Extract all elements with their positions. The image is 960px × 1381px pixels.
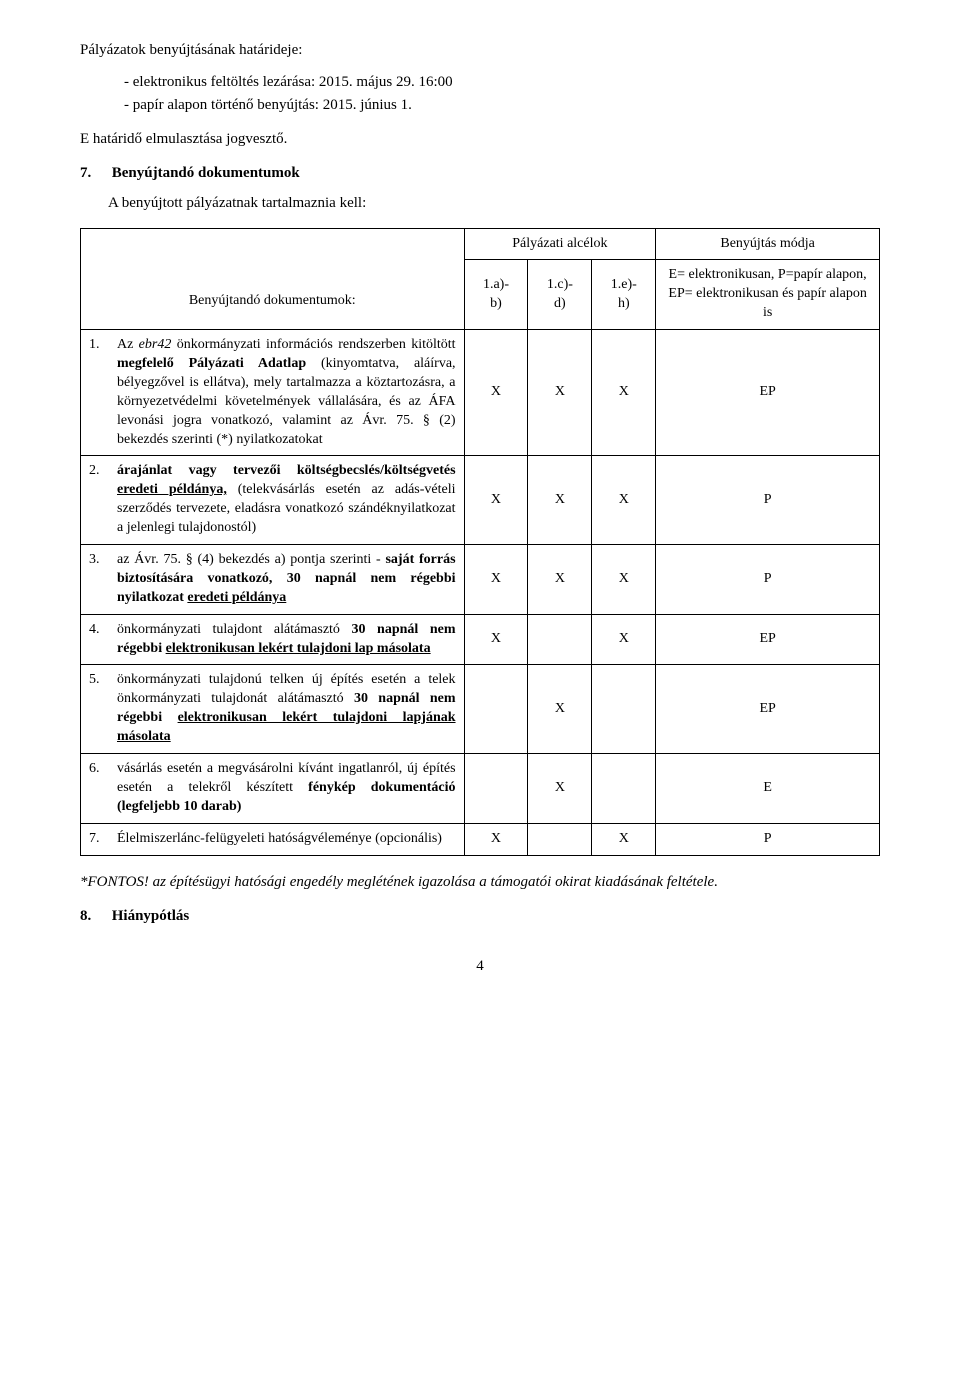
row-1-text-b: önkormányzati információs rendszerben ki… (171, 337, 455, 352)
row-7-desc: 7. Élelmiszerlánc-felügyeleti hatóságvél… (81, 823, 465, 855)
header-mode-desc: E= elektronikusan, P=papír alapon, EP= e… (656, 260, 880, 330)
row-6-desc: 6. vásárlás esetén a megvásárolni kívánt… (81, 753, 465, 823)
header-goals: Pályázati alcélok (464, 228, 656, 260)
documents-table: Benyújtandó dokumentumok: Pályázati alcé… (80, 228, 880, 856)
row-2-desc: 2. árajánlat vagy tervezői költségbecslé… (81, 456, 465, 545)
row-7-c2 (528, 823, 592, 855)
row-5-num: 5. (89, 671, 117, 747)
row-4-c1: X (464, 614, 528, 665)
row-4-num: 4. (89, 621, 117, 659)
deadline-title: Pályázatok benyújtásának határideje: (80, 40, 880, 60)
row-5-c3 (592, 665, 656, 754)
footnote-text: az építésügyi hatósági engedély meglétén… (149, 874, 718, 890)
row-2-mode: P (656, 456, 880, 545)
footnote: *FONTOS! az építésügyi hatósági engedély… (80, 872, 880, 892)
header-col-a: 1.a)- b) (464, 260, 528, 330)
row-4-under: elektronikusan lekért tulajdoni lap máso… (166, 641, 431, 656)
row-2-c1: X (464, 456, 528, 545)
table-row: 3. az Ávr. 75. § (4) bekezdés a) pontja … (81, 544, 880, 614)
table-row: 2. árajánlat vagy tervezői költségbecslé… (81, 456, 880, 545)
row-6-c1 (464, 753, 528, 823)
row-6-num: 6. (89, 760, 117, 817)
page-number: 4 (80, 956, 880, 976)
section-8-num: 8. (80, 906, 108, 926)
row-2-bold: árajánlat vagy tervezői költségbecslés/k… (117, 463, 456, 478)
row-2-num: 2. (89, 462, 117, 538)
deadline-note: E határidő elmulasztása jogvesztő. (80, 129, 880, 149)
row-7-num: 7. (89, 830, 117, 849)
table-row: 5. önkormányzati tulajdonú telken új épí… (81, 665, 880, 754)
section-7-title: Benyújtandó dokumentumok (112, 165, 300, 181)
row-4-mode: EP (656, 614, 880, 665)
row-7-c1: X (464, 823, 528, 855)
table-row: 7. Élelmiszerlánc-felügyeleti hatóságvél… (81, 823, 880, 855)
row-7-mode: P (656, 823, 880, 855)
row-3-under: eredeti példánya (187, 590, 286, 605)
section-7-num: 7. (80, 163, 108, 183)
row-1-mode: EP (656, 330, 880, 456)
row-7-text: Élelmiszerlánc-felügyeleti hatóságvélemé… (117, 830, 456, 849)
row-2-c3: X (592, 456, 656, 545)
row-3-pre: az Ávr. 75. § (4) bekezdés a) pontja sze… (117, 552, 385, 567)
row-1-c2: X (528, 330, 592, 456)
table-row: 4. önkormányzati tulajdont alátámasztó 3… (81, 614, 880, 665)
row-6-mode: E (656, 753, 880, 823)
row-1-italic: ebr42 (139, 337, 172, 352)
row-1-num: 1. (89, 336, 117, 449)
table-header-row-1: Benyújtandó dokumentumok: Pályázati alcé… (81, 228, 880, 260)
row-3-c2: X (528, 544, 592, 614)
section-7-heading: 7. Benyújtandó dokumentumok (80, 163, 880, 183)
header-mode: Benyújtás módja (656, 228, 880, 260)
row-7-c3: X (592, 823, 656, 855)
row-5-c2: X (528, 665, 592, 754)
row-2-c2: X (528, 456, 592, 545)
row-5-c1 (464, 665, 528, 754)
section-8-title: Hiánypótlás (112, 908, 190, 924)
row-1-c1: X (464, 330, 528, 456)
row-5-desc: 5. önkormányzati tulajdonú telken új épí… (81, 665, 465, 754)
table-row: 1. Az ebr42 önkormányzati információs re… (81, 330, 880, 456)
table-row: 6. vásárlás esetén a megvásárolni kívánt… (81, 753, 880, 823)
footnote-lead: *FONTOS! (80, 874, 149, 890)
row-1-text-a: Az (117, 337, 139, 352)
row-2-under: eredeti példánya, (117, 482, 227, 497)
header-col-e: 1.e)- h) (592, 260, 656, 330)
row-4-desc: 4. önkormányzati tulajdont alátámasztó 3… (81, 614, 465, 665)
section-7-sub: A benyújtott pályázatnak tartalmaznia ke… (108, 193, 880, 213)
header-docs: Benyújtandó dokumentumok: (81, 228, 465, 330)
row-6-c2: X (528, 753, 592, 823)
row-4-pre: önkormányzati tulajdont alátámasztó (117, 622, 352, 637)
deadline-item-2: papír alapon történő benyújtás: 2015. jú… (80, 95, 880, 115)
row-3-c3: X (592, 544, 656, 614)
row-4-c3: X (592, 614, 656, 665)
row-5-mode: EP (656, 665, 880, 754)
row-3-mode: P (656, 544, 880, 614)
row-4-c2 (528, 614, 592, 665)
row-3-num: 3. (89, 551, 117, 608)
header-col-c: 1.c)- d) (528, 260, 592, 330)
deadline-item-1: elektronikus feltöltés lezárása: 2015. m… (80, 72, 880, 92)
section-8-heading: 8. Hiánypótlás (80, 906, 880, 926)
row-3-c1: X (464, 544, 528, 614)
row-3-desc: 3. az Ávr. 75. § (4) bekezdés a) pontja … (81, 544, 465, 614)
row-1-bold: megfelelő Pályázati Adatlap (117, 356, 306, 371)
row-1-desc: 1. Az ebr42 önkormányzati információs re… (81, 330, 465, 456)
row-1-c3: X (592, 330, 656, 456)
row-6-c3 (592, 753, 656, 823)
